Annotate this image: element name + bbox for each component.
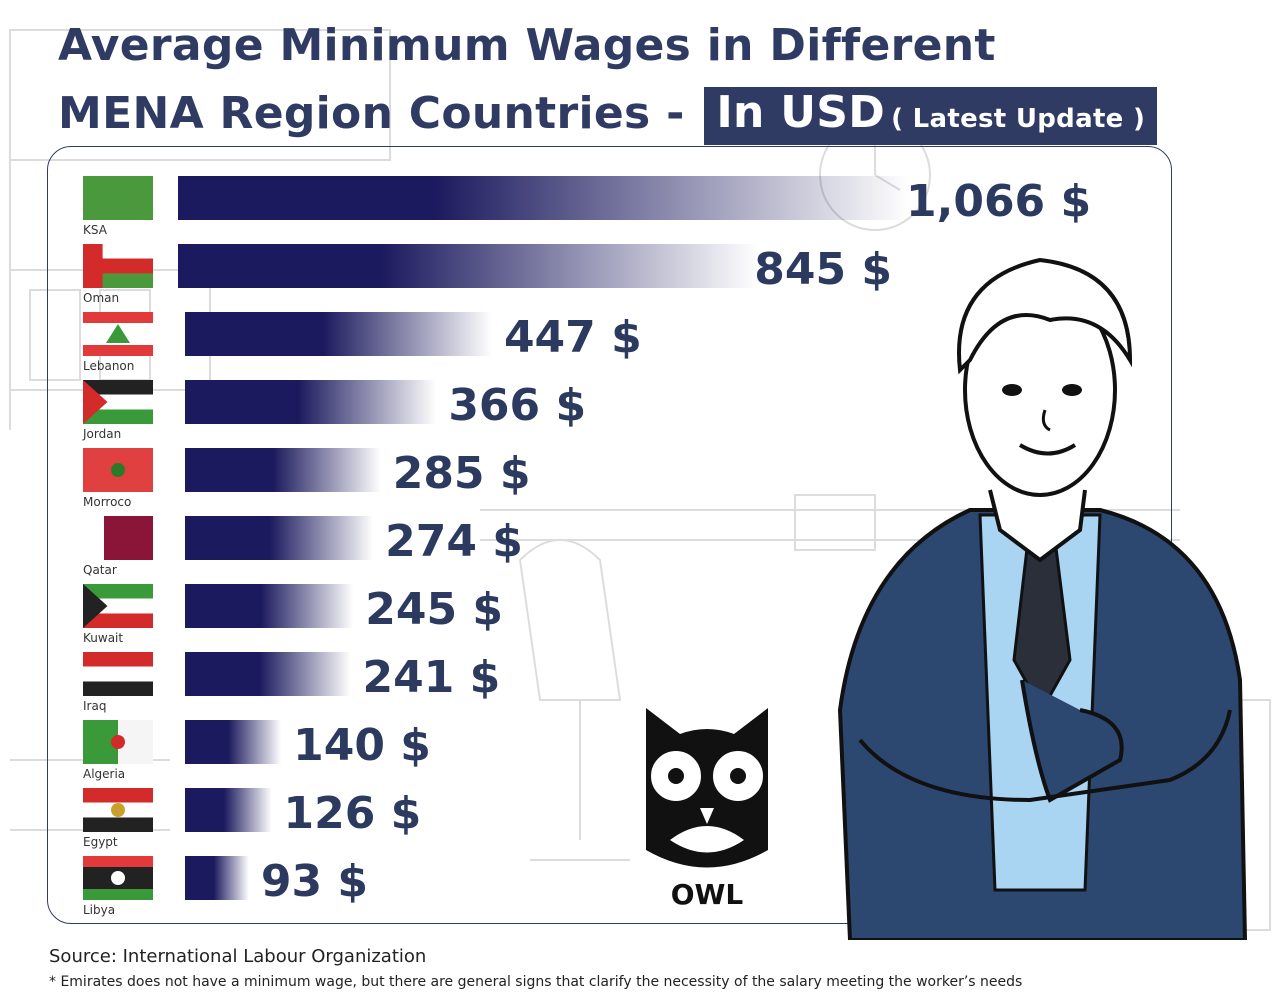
title-line-1: Average Minimum Wages in Different <box>58 20 996 71</box>
update-badge-text: ( Latest Update ) <box>891 104 1146 134</box>
value-label-qatar: 274 $ <box>385 516 523 567</box>
bar-lebanon <box>185 312 492 356</box>
flag-qatar <box>83 516 153 560</box>
currency-badge: In USD( Latest Update ) <box>704 87 1158 145</box>
footnote: * Emirates does not have a minimum wage,… <box>49 974 1023 990</box>
country-label-iraq: Iraq <box>83 699 106 713</box>
country-label-egypt: Egypt <box>83 835 118 849</box>
value-label-algeria: 140 $ <box>293 720 431 771</box>
title-line-2-wrap: MENA Region Countries - In USD( Latest U… <box>58 80 1158 148</box>
flag-lebanon <box>83 312 153 356</box>
currency-badge-text: In USD <box>716 87 886 138</box>
country-label-libya: Libya <box>83 903 115 917</box>
value-label-jordan: 366 $ <box>448 380 586 431</box>
value-label-iraq: 241 $ <box>362 652 500 703</box>
bar-egypt <box>185 788 272 832</box>
value-label-egypt: 126 $ <box>284 788 422 839</box>
country-label-morroco: Morroco <box>83 495 131 509</box>
country-label-qatar: Qatar <box>83 563 117 577</box>
flag-ksa <box>83 176 153 220</box>
country-label-oman: Oman <box>83 291 119 305</box>
value-label-kuwait: 245 $ <box>365 584 503 635</box>
bar-libya <box>185 856 249 900</box>
country-label-algeria: Algeria <box>83 767 125 781</box>
value-label-morroco: 285 $ <box>393 448 531 499</box>
flag-morroco <box>83 448 153 492</box>
flag-jordan <box>83 380 153 424</box>
flag-kuwait <box>83 584 153 628</box>
owl-logo: OWL <box>646 708 768 911</box>
bars-layer: 1,066 $ 845 $ 447 $ 366 $ 285 $ 274 $ 245 $ 241… <box>178 176 1091 907</box>
flags-layer: KSA Oman Lebanon Jordan Morroco Qatar Kuwait Ir… <box>82 176 153 917</box>
bar-algeria <box>185 720 282 764</box>
chart-title: Average Minimum Wages in Different MENA … <box>58 12 1158 148</box>
flag-oman <box>83 244 153 288</box>
value-label-ksa: 1,066 $ <box>906 176 1091 227</box>
chart-frame <box>47 146 1172 924</box>
bar-oman <box>178 244 759 288</box>
flag-egypt <box>83 788 153 832</box>
country-label-ksa: KSA <box>83 223 108 237</box>
value-label-oman: 845 $ <box>754 244 892 295</box>
value-label-libya: 93 $ <box>261 856 368 907</box>
country-label-jordan: Jordan <box>82 427 121 441</box>
value-label-lebanon: 447 $ <box>504 312 642 363</box>
bar-qatar <box>185 516 374 560</box>
bar-kuwait <box>185 584 354 628</box>
flag-algeria <box>83 720 153 764</box>
flag-iraq <box>83 652 153 696</box>
country-label-kuwait: Kuwait <box>83 631 123 645</box>
bar-jordan <box>185 380 437 424</box>
source-note: Source: International Labour Organizatio… <box>49 946 427 967</box>
bar-iraq <box>185 652 351 696</box>
businessman-illustration <box>837 257 1248 940</box>
bar-morroco <box>185 448 381 492</box>
owl-text: OWL <box>671 878 744 911</box>
title-line-2: MENA Region Countries - <box>58 88 685 139</box>
flag-libya <box>83 856 153 900</box>
country-label-lebanon: Lebanon <box>83 359 134 373</box>
bar-ksa <box>178 176 910 220</box>
